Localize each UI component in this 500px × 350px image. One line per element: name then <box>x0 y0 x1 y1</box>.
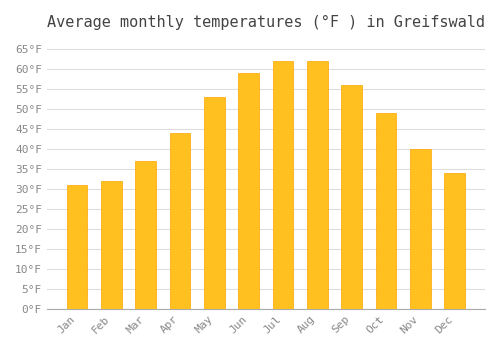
Title: Average monthly temperatures (°F ) in Greifswald: Average monthly temperatures (°F ) in Gr… <box>47 15 485 30</box>
Bar <box>67 185 87 309</box>
Bar <box>376 113 396 309</box>
Bar <box>307 61 328 309</box>
Bar <box>238 73 259 309</box>
Bar <box>136 161 156 309</box>
Bar <box>342 85 362 309</box>
Bar <box>444 173 465 309</box>
Bar <box>170 133 190 309</box>
Bar <box>101 181 121 309</box>
Bar <box>204 97 225 309</box>
Bar <box>273 61 293 309</box>
Bar <box>410 149 430 309</box>
